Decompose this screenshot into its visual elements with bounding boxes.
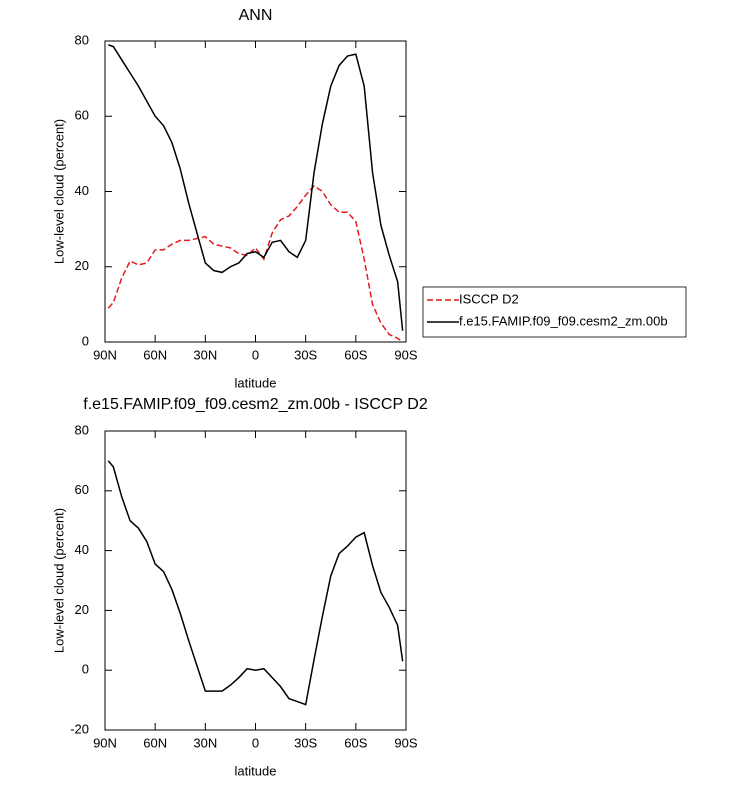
x-tick-label: 30S <box>294 735 317 750</box>
x-axis-label: latitude <box>235 375 277 390</box>
y-tick-label: 40 <box>75 542 89 557</box>
x-tick-label: 60N <box>143 735 167 750</box>
x-tick-label: 90N <box>93 347 117 362</box>
y-tick-label: 60 <box>75 482 89 497</box>
y-tick-label: 40 <box>75 183 89 198</box>
y-axis-label: Low-level cloud (percent) <box>51 119 66 264</box>
x-tick-label: 0 <box>252 347 259 362</box>
x-tick-label: 30N <box>193 735 217 750</box>
y-tick-label: 0 <box>82 333 89 348</box>
y-tick-label: 60 <box>75 108 89 123</box>
x-tick-label: 30N <box>193 347 217 362</box>
plot-frame <box>104 40 407 343</box>
series-line <box>107 460 404 706</box>
legend-label: ISCCP D2 <box>459 291 519 306</box>
x-tick-label: 90S <box>394 735 417 750</box>
y-tick-label: -20 <box>70 721 89 736</box>
plot-frame <box>104 430 407 731</box>
chart-title: f.e15.FAMIP.f09_f09.cesm2_zm.00b - ISCCP… <box>83 396 428 413</box>
y-tick-label: 0 <box>82 662 89 677</box>
y-tick-label: 80 <box>75 32 89 47</box>
x-tick-label: 90N <box>93 735 117 750</box>
chart-title: ANN <box>239 7 273 24</box>
x-tick-label: 60S <box>344 735 367 750</box>
x-tick-label: 60N <box>143 347 167 362</box>
series-line <box>107 184 404 343</box>
legend-box <box>422 286 687 338</box>
x-tick-label: 60S <box>344 347 367 362</box>
x-tick-label: 0 <box>252 735 259 750</box>
x-tick-label: 90S <box>394 347 417 362</box>
y-tick-label: 20 <box>75 602 89 617</box>
y-tick-label: 20 <box>75 258 89 273</box>
y-tick-label: 80 <box>75 422 89 437</box>
x-axis-label: latitude <box>235 763 277 778</box>
series-line <box>108 44 404 331</box>
y-axis-label: Low-level cloud (percent) <box>51 508 66 653</box>
legend-label: f.e15.FAMIP.f09_f09.cesm2_zm.00b <box>459 313 668 328</box>
x-tick-label: 30S <box>294 347 317 362</box>
